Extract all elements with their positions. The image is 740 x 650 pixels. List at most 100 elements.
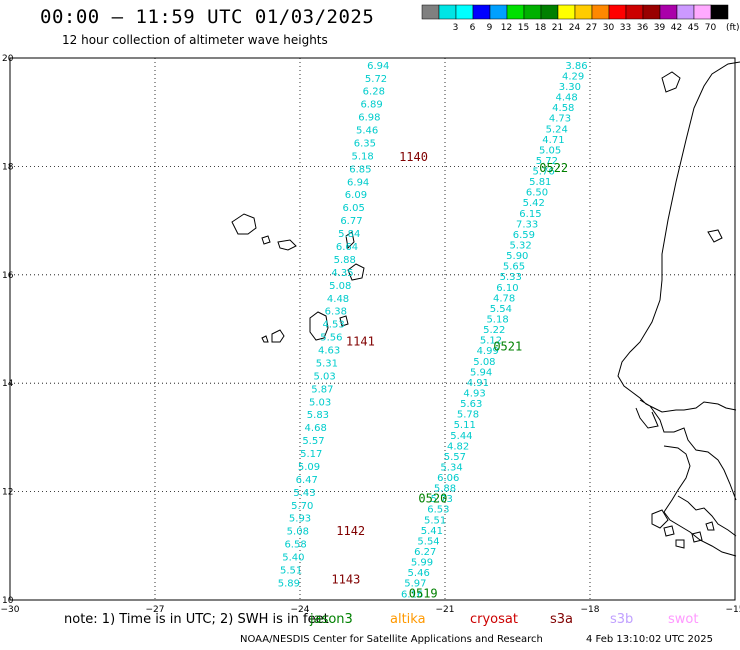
wave-height-value: 4.99 — [477, 346, 499, 357]
wave-height-value: 5.41 — [421, 526, 443, 537]
legend-label: 3 — [453, 23, 459, 33]
wave-height-value: 5.12 — [480, 336, 502, 347]
mission-label-swot: swot — [668, 612, 699, 627]
island-fogo — [271, 329, 285, 343]
wave-height-value: 4.63 — [318, 346, 340, 357]
legend-label: 9 — [487, 23, 493, 33]
wave-height-value: 4.78 — [493, 293, 515, 304]
wave-height-value: 3.30 — [559, 82, 581, 93]
wave-height-value: 6.38 — [325, 307, 347, 318]
wave-height-value: 5.32 — [509, 241, 531, 252]
wave-height-value: 5.63 — [460, 399, 482, 410]
wave-height-value: 5.03 — [309, 397, 331, 408]
wave-height-value: 5.43 — [293, 488, 315, 499]
legend-label: 15 — [518, 23, 529, 33]
mission-label-altika: altika — [390, 612, 426, 627]
legend-label: 39 — [654, 23, 666, 33]
wave-height-value: 5.81 — [529, 177, 551, 188]
wave-height-value: 4.58 — [552, 103, 574, 114]
lon-tick-label: −24 — [291, 605, 310, 615]
legend-swatch — [591, 4, 610, 20]
wave-height-value: 4.82 — [447, 441, 469, 452]
island-sao-vicente — [261, 235, 271, 245]
legend-swatch — [506, 4, 525, 20]
wave-height-value: 5.99 — [411, 558, 433, 569]
credit-line: NOAA/NESDIS Center for Satellite Applica… — [240, 634, 543, 645]
map-grid: −30 −27 −24 −21 −18 −15 20 18 16 14 12 10 — [1, 54, 740, 615]
legend-swatch — [659, 4, 678, 20]
mission-label-s3b: s3b — [610, 612, 634, 627]
wave-height-value: 6.58 — [284, 540, 306, 551]
island-brava — [261, 335, 269, 343]
wave-height-value: 5.84 — [338, 229, 360, 240]
mission-label-jason3: jason3 — [310, 612, 353, 627]
wave-height-value: 5.54 — [490, 304, 512, 315]
legend-swatch — [693, 4, 712, 20]
wave-height-value: 5.08 — [473, 357, 495, 368]
wave-height-value: 5.94 — [470, 367, 492, 378]
coastline-cove — [651, 509, 669, 529]
wave-height-value: 4.48 — [555, 93, 577, 104]
altimeter-tracks: 6.945.726.286.896.985.466.355.186.856.94… — [278, 61, 588, 600]
legend-swatch — [557, 4, 576, 20]
wave-height-value: 6.27 — [414, 547, 436, 558]
wave-height-value: 5.44 — [450, 431, 472, 442]
wave-height-value: 6.47 — [296, 475, 318, 486]
mission-label-cryosat: cryosat — [470, 612, 518, 627]
page-subtitle: 12 hour collection of altimeter wave hei… — [62, 33, 328, 47]
wave-height-value: 5.88 — [434, 484, 456, 495]
legend-label: 30 — [603, 23, 615, 33]
coastline-africa — [617, 61, 740, 557]
legend-swatch — [710, 4, 729, 20]
pass-label-0520: 0520 — [418, 491, 447, 505]
lat-tick-label: 12 — [2, 488, 13, 498]
lon-tick-label: −21 — [436, 605, 455, 615]
legend-swatch — [472, 4, 491, 20]
wave-height-value: 5.05 — [539, 145, 561, 156]
wave-height-value: 6.50 — [526, 188, 548, 199]
wave-height-value: 7.33 — [516, 219, 538, 230]
pass-label-1142: 1142 — [336, 524, 365, 538]
legend-label: 42 — [671, 23, 682, 33]
wave-height-value: 4.48 — [327, 294, 349, 305]
wave-height-value: 5.70 — [291, 501, 313, 512]
wave-height-value: 5.72 — [365, 74, 387, 85]
legend-swatch — [523, 4, 542, 20]
wave-height-value: 4.73 — [549, 114, 571, 125]
legend-swatch — [421, 4, 440, 20]
wave-height-value: 6.28 — [363, 87, 385, 98]
wave-height-value: 5.31 — [316, 358, 338, 369]
coastline-inlet — [661, 71, 681, 93]
lon-tick-label: −30 — [1, 605, 20, 615]
wave-height-value: 5.73 — [431, 494, 453, 505]
color-legend: 3 6 9 12 15 18 21 24 27 30 33 36 39 42 45 70 (ft) — [421, 4, 740, 33]
legend-swatch — [540, 4, 559, 20]
legend-label: 18 — [535, 23, 547, 33]
wave-height-value: 5.93 — [289, 514, 311, 525]
legend-swatch — [574, 4, 593, 20]
wave-height-value: 4.29 — [562, 71, 584, 82]
wave-height-value: 5.97 — [404, 579, 426, 590]
wave-height-value: 4.35 — [331, 268, 353, 279]
wave-height-value: 4.68 — [305, 423, 327, 434]
coastline — [231, 61, 740, 557]
pass-label-0519: 0519 — [409, 586, 438, 600]
coastline-estuary — [707, 229, 723, 243]
legend-swatch — [455, 4, 474, 20]
wave-height-value: 6.94 — [347, 177, 369, 188]
map-frame — [9, 57, 736, 601]
page-title: 00:00 – 11:59 UTC 01/03/2025 — [40, 6, 375, 28]
legend-label: 70 — [705, 23, 717, 33]
legend-label: 24 — [569, 23, 581, 33]
wave-height-value: 5.18 — [352, 151, 374, 162]
wave-height-value: 5.24 — [546, 124, 568, 135]
wave-height-value: 5.22 — [483, 325, 505, 336]
wave-height-value: 5.33 — [500, 272, 522, 283]
wave-height-value: 6.35 — [354, 138, 376, 149]
wave-height-value: 5.57 — [444, 452, 466, 463]
wave-height-value: 5.46 — [408, 568, 430, 579]
wave-height-value: 5.87 — [311, 384, 333, 395]
wave-height-value: 4.91 — [467, 378, 489, 389]
lon-tick-label: −27 — [146, 605, 165, 615]
island-sal — [345, 231, 355, 250]
